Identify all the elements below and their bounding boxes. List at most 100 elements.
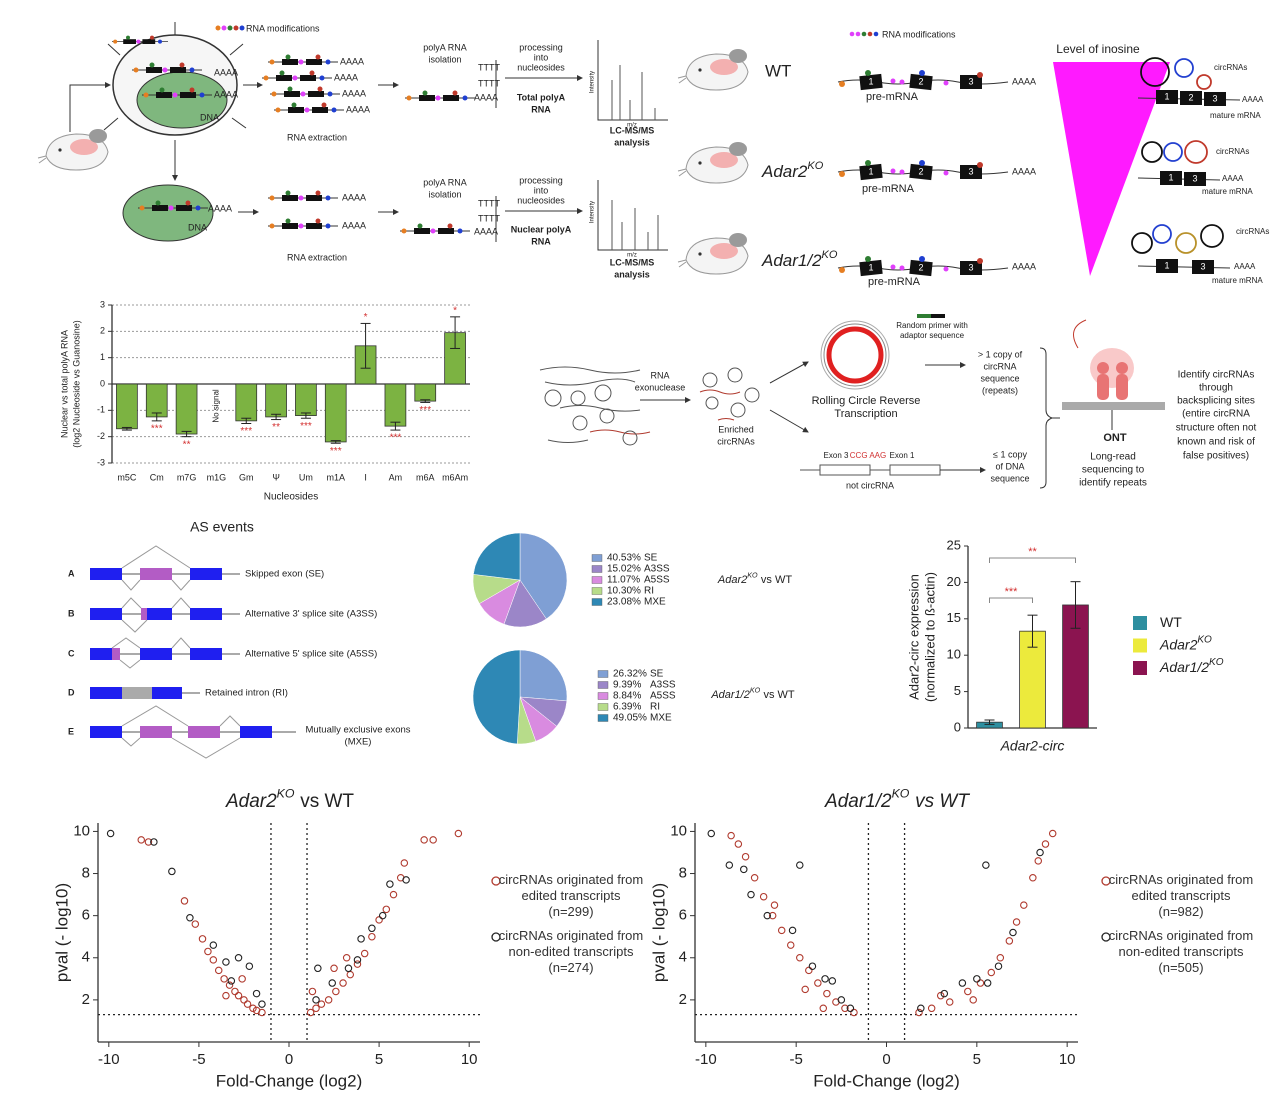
significance-label: ** [1028, 546, 1037, 558]
title-main: Adar2 [717, 574, 747, 586]
label: RNA [650, 370, 669, 380]
label: Total polyA [517, 92, 566, 102]
label: 2 [918, 262, 923, 272]
data-point [976, 979, 985, 987]
shape [1152, 224, 1172, 244]
shape [1184, 140, 1208, 164]
shape [559, 405, 641, 412]
shape [544, 389, 562, 407]
x-tick-label: 10 [1059, 1051, 1076, 1068]
data-point [324, 996, 333, 1004]
data-point [1012, 918, 1021, 926]
label: AAAA [346, 104, 370, 114]
shape [221, 25, 227, 31]
y-tick-label: 4 [679, 949, 687, 966]
label: D [68, 687, 75, 697]
data-point [314, 964, 322, 973]
data-point [958, 979, 967, 987]
data-point [786, 941, 795, 949]
shape [547, 439, 589, 443]
label: DNA [200, 112, 219, 122]
data-point [796, 861, 804, 869]
label: Random primer with [896, 321, 968, 330]
y-tick-label: 6 [82, 907, 90, 924]
data-point [306, 1008, 315, 1017]
label: AAAA [214, 67, 238, 77]
shape [121, 579, 141, 591]
x-tick-label: m6A [416, 472, 435, 482]
data-point [227, 977, 236, 985]
label: TTTT [478, 213, 500, 223]
shape [121, 545, 191, 569]
label: Long-read [1090, 452, 1136, 463]
legend-label: circRNAs originated from edited transcri… [498, 872, 644, 919]
data-point [927, 1004, 936, 1013]
shape [769, 409, 809, 433]
legend-swatch [1133, 638, 1147, 653]
shape [1180, 91, 1202, 105]
label: TTTT [478, 198, 500, 208]
label: Exon 3 [824, 451, 849, 460]
shape [122, 184, 214, 242]
label: 3 [968, 262, 973, 272]
pie-slice [472, 649, 521, 745]
data-point [768, 911, 777, 920]
data-point [725, 861, 734, 869]
label: AAAA [342, 220, 366, 230]
shape [677, 141, 749, 184]
label: 3 [1192, 173, 1197, 183]
data-point [996, 954, 1005, 962]
legend-label: circRNAs originated from non-edited tran… [1108, 928, 1254, 975]
data-point [1048, 829, 1057, 838]
label: mature mRNA [1212, 276, 1263, 285]
shape [215, 25, 221, 31]
shape [269, 86, 341, 98]
chart-title: Adar1/2KO vs WT [710, 686, 795, 700]
shape [140, 648, 172, 660]
y-tick-label: 2 [100, 326, 105, 336]
data-point [209, 941, 218, 949]
x-tick-label: Gm [239, 472, 254, 482]
data-point [994, 962, 1003, 970]
label: 3 [1200, 261, 1205, 271]
shape [1174, 58, 1194, 78]
shape [589, 429, 651, 435]
data-point [1036, 848, 1044, 857]
label: Alternative 5' splice site (A5SS) [245, 649, 377, 660]
data-point [1041, 840, 1050, 848]
label: Identify circRNAs [1178, 370, 1255, 381]
shape [239, 25, 245, 31]
shape [1163, 142, 1183, 162]
label: 1 [1164, 91, 1169, 101]
pie-slice [519, 649, 568, 702]
label: RNA [531, 104, 551, 114]
label: 3 [968, 166, 973, 176]
label: circRNAs [1214, 63, 1247, 72]
label: 1 [868, 166, 873, 176]
label: ≤ 1 copy [993, 449, 1027, 459]
x-tick-label: Um [299, 472, 313, 482]
shape [867, 31, 873, 37]
legend-box: circRNAs originated from non-edited tran… [1108, 928, 1254, 975]
shape [826, 326, 884, 384]
label: Adar2KO [761, 160, 824, 182]
shape [267, 190, 339, 202]
y-axis-label: (normalized to ß-actin) [922, 572, 937, 702]
label: ONT [1103, 432, 1127, 444]
label: analysis [614, 269, 650, 279]
label: DNA [188, 222, 207, 232]
label: AAAA [1234, 262, 1256, 271]
label: Skipped exon (SE) [245, 569, 324, 580]
legend-value: 8.84% [613, 691, 641, 702]
shape [823, 323, 887, 387]
legend-marker [1101, 876, 1111, 886]
no-signal-label: No signal [212, 389, 221, 423]
shape [37, 128, 109, 171]
bar [235, 383, 258, 422]
label: TTTT [478, 62, 500, 72]
y-tick-label: 0 [954, 719, 961, 734]
label: into [534, 52, 549, 62]
data-point [1005, 937, 1014, 945]
data-point [144, 838, 153, 846]
legend-name: WT [1160, 614, 1182, 630]
